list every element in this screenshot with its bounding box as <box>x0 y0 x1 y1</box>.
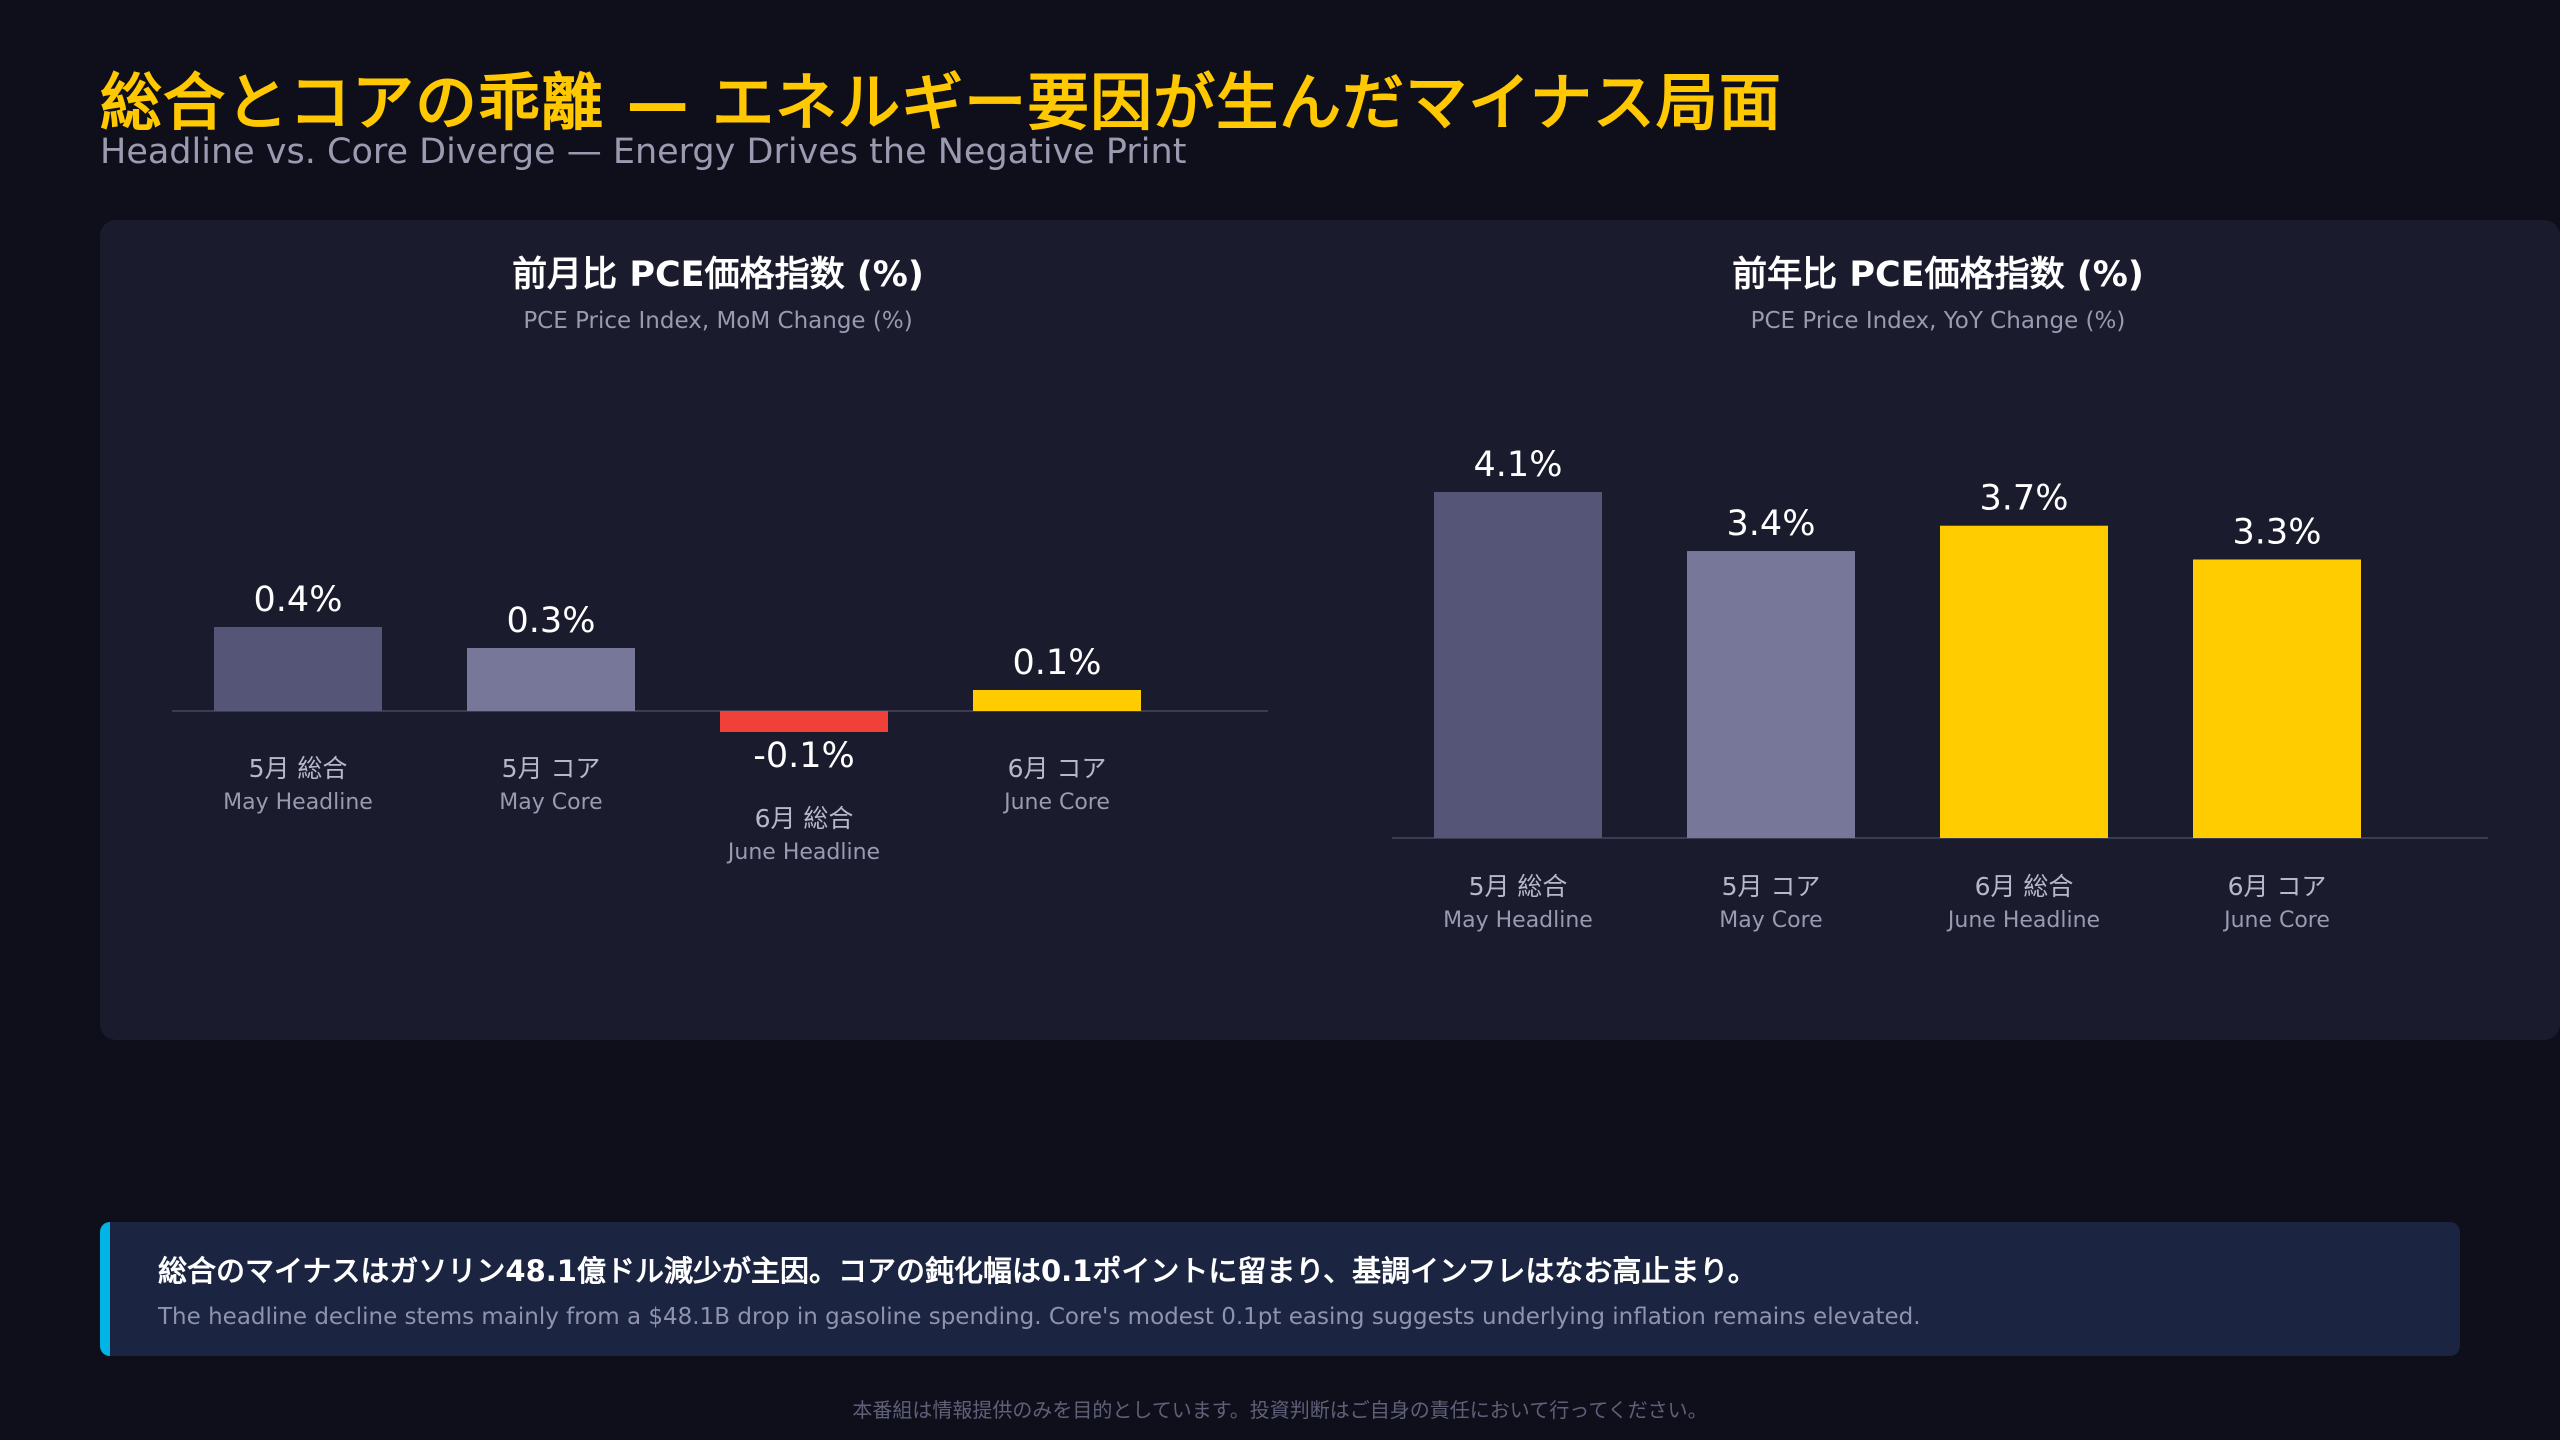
chart1-value-label-2: 0.3% <box>507 601 596 641</box>
chart2-bar-4 <box>2193 559 2361 838</box>
chart1-value-label-4: 0.1% <box>1013 643 1102 683</box>
chart1-bar-3 <box>720 711 888 732</box>
takeaway-note: 総合のマイナスはガソリン48.1億ドル減少が主因。コアの鈍化幅は0.1ポイントに… <box>100 1222 2460 1356</box>
charts-canvas: 前月比 PCE価格指数 (%) PCE Price Index, MoM Chan… <box>172 255 2488 933</box>
disclaimer: 本番組は情報提供のみを目的としています。投資判断はご自身の責任において行ってくだ… <box>852 1398 1708 1422</box>
chart2-category-label-4: 6月 コア <box>2228 872 2327 901</box>
chart1-title: 前月比 PCE価格指数 (%) <box>512 255 924 295</box>
note-text-en: The headline decline stems mainly from a… <box>158 1304 1921 1330</box>
chart2-category-sublabel-1: May Headline <box>1443 908 1593 933</box>
chart1-category-label-1: 5月 総合 <box>249 754 348 783</box>
chart2-category-sublabel-4: June Core <box>2222 908 2330 933</box>
chart1-value-label-3: -0.1% <box>753 736 855 776</box>
chart1-category-label-4: 6月 コア <box>1008 754 1107 783</box>
chart2-value-label-3: 3.7% <box>1980 479 2069 519</box>
chart1-value-label-1: 0.4% <box>254 580 343 620</box>
chart2-category-label-3: 6月 総合 <box>1975 872 2074 901</box>
chart1-category-sublabel-2: May Core <box>499 790 602 815</box>
chart2-value-label-2: 3.4% <box>1727 504 1816 544</box>
chart1-category-sublabel-3: June Headline <box>726 840 880 865</box>
note-text-jp: 総合のマイナスはガソリン48.1億ドル減少が主因。コアの鈍化幅は0.1ポイントに… <box>158 1254 1757 1288</box>
chart2-category-sublabel-3: June Headline <box>1946 908 2100 933</box>
page-subtitle: Headline vs. Core Diverge — Energy Drive… <box>100 132 1187 172</box>
chart2-bar-2 <box>1687 551 1855 838</box>
chart2-title: 前年比 PCE価格指数 (%) <box>1732 255 2144 295</box>
chart1-category-sublabel-1: May Headline <box>223 790 373 815</box>
chart2-subtitle: PCE Price Index, YoY Change (%) <box>1751 308 2126 334</box>
note-accent-bar <box>100 1222 110 1356</box>
chart2-category-sublabel-2: May Core <box>1719 908 1822 933</box>
chart2-bar-1 <box>1434 491 1602 838</box>
chart1-subtitle: PCE Price Index, MoM Change (%) <box>523 308 912 334</box>
chart2-value-label-1: 4.1% <box>1474 445 1563 485</box>
chart1-category-sublabel-4: June Core <box>1002 790 1110 815</box>
chart1-bar-2 <box>467 648 635 711</box>
chart2-category-label-1: 5月 総合 <box>1469 872 1568 901</box>
chart2-category-label-2: 5月 コア <box>1722 872 1821 901</box>
chart1-category-label-3: 6月 総合 <box>755 804 854 833</box>
chart2-bar-3 <box>1940 525 2108 838</box>
chart2-value-label-4: 3.3% <box>2233 512 2322 552</box>
chart1-bar-1 <box>214 627 382 711</box>
chart1-category-label-2: 5月 コア <box>502 754 601 783</box>
charts-panel: 前月比 PCE価格指数 (%) PCE Price Index, MoM Chan… <box>100 220 2560 1040</box>
chart1-bar-4 <box>973 690 1141 711</box>
page-title: 総合とコアの乖離 — エネルギー要因が生んだマイナス局面 <box>100 66 1782 139</box>
